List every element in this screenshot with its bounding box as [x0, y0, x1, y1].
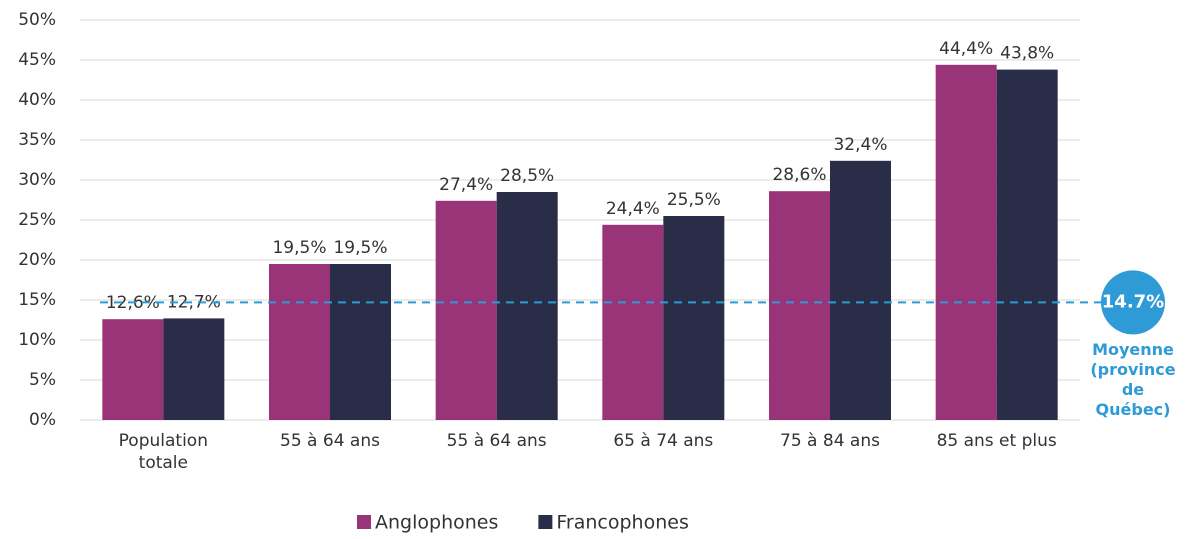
bar: [269, 264, 330, 420]
value-label: 28,5%: [500, 166, 554, 186]
bar: [602, 224, 664, 420]
bar: [330, 264, 391, 420]
x-tick-label: 55 à 64 ans: [446, 431, 547, 451]
value-label: 12,7%: [167, 292, 221, 312]
legend-label: Anglophones: [375, 512, 498, 534]
x-tick-label: 85 ans et plus: [936, 431, 1057, 451]
y-tick-label: 25%: [18, 210, 56, 230]
x-tick-label-box: 55 à 64 ans: [446, 431, 547, 451]
bar: [435, 200, 497, 420]
legend-swatch: [538, 515, 553, 529]
y-tick-label: 50%: [18, 10, 56, 30]
bar: [496, 192, 558, 420]
value-label: 28,6%: [772, 165, 826, 185]
x-tick-label: 55 à 64 ans: [280, 431, 380, 451]
x-tick-label: 75 à 84 ans: [780, 431, 880, 451]
x-tick-label-box: 65 à 74 ans: [613, 431, 714, 451]
y-tick-label: 15%: [18, 290, 56, 310]
bar: [935, 64, 997, 421]
y-tick-label: 10%: [18, 330, 56, 350]
value-label: 43,8%: [1000, 44, 1054, 64]
x-tick-label: Population totale: [118, 431, 208, 473]
value-label: 24,4%: [606, 199, 660, 219]
y-tick-label: 30%: [18, 170, 56, 190]
y-tick-label: 35%: [18, 130, 56, 150]
y-tick-label: 40%: [18, 90, 56, 110]
reference-text-box: Moyenne (province de Québec): [1090, 340, 1176, 420]
value-label: 32,4%: [833, 135, 887, 155]
bar: [663, 216, 725, 420]
legend-swatch: [357, 515, 371, 529]
legend-label: Francophones: [556, 512, 688, 534]
bar: [163, 318, 225, 420]
value-label: 19,5%: [272, 238, 326, 258]
y-tick-label: 0%: [29, 410, 56, 430]
x-tick-label-box: 85 ans et plus: [936, 431, 1057, 451]
value-label: 27,4%: [439, 175, 493, 195]
bar: [830, 160, 891, 421]
x-tick-label: 65 à 74 ans: [613, 431, 714, 451]
bar: [102, 319, 164, 420]
reference-value: 14.7%: [1102, 291, 1164, 312]
y-tick-label: 45%: [18, 50, 56, 70]
x-tick-label-box: Population totale: [118, 431, 208, 473]
bar: [996, 69, 1058, 420]
value-label: 44,4%: [939, 39, 993, 59]
value-label: 25,5%: [667, 190, 721, 210]
reference-badge: [1101, 270, 1165, 335]
y-tick-label: 5%: [29, 370, 56, 390]
value-label: 19,5%: [333, 238, 387, 258]
x-tick-label-box: 75 à 84 ans: [780, 431, 880, 451]
bar: [769, 191, 830, 420]
reference-text: Moyenne (province de Québec): [1090, 340, 1176, 420]
x-tick-label-box: 55 à 64 ans: [280, 431, 380, 451]
y-tick-label: 20%: [18, 250, 56, 270]
